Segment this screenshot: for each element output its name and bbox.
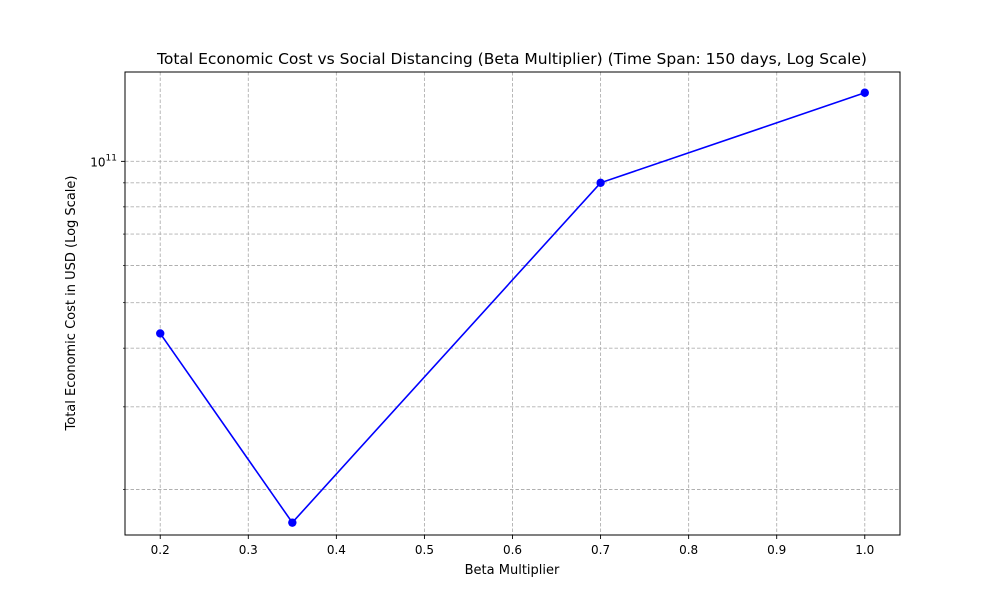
x-tick-label: 0.9	[767, 543, 786, 557]
y-tick-label-base: 10	[90, 155, 105, 169]
ticks: 0.2 0.3 0.4 0.5 0.6 0.7 0.8 0.9 1.0 1011	[90, 153, 874, 557]
y-tick-label-exponent: 11	[106, 153, 117, 163]
chart-title: Total Economic Cost vs Social Distancing…	[156, 50, 867, 68]
data-point	[596, 178, 605, 188]
x-tick-label: 0.5	[415, 543, 434, 557]
x-tick-label: 0.6	[503, 543, 522, 557]
y-axis-label: Total Economic Cost in USD (Log Scale)	[64, 176, 79, 432]
x-tick-label: 0.7	[591, 543, 610, 557]
series-line	[159, 92, 866, 524]
grid	[125, 72, 900, 535]
x-tick-label: 0.4	[327, 543, 346, 557]
data-point	[860, 88, 869, 97]
y-tick-label: 1011	[90, 153, 117, 169]
x-tick-label: 0.8	[679, 543, 698, 557]
x-tick-label: 0.2	[151, 543, 170, 557]
x-tick-label: 1.0	[855, 543, 874, 557]
data-point	[156, 329, 165, 338]
x-axis-label: Beta Multiplier	[465, 563, 560, 578]
data-point	[288, 518, 297, 527]
series-layer	[156, 88, 869, 527]
x-tick-label: 0.3	[239, 543, 258, 557]
